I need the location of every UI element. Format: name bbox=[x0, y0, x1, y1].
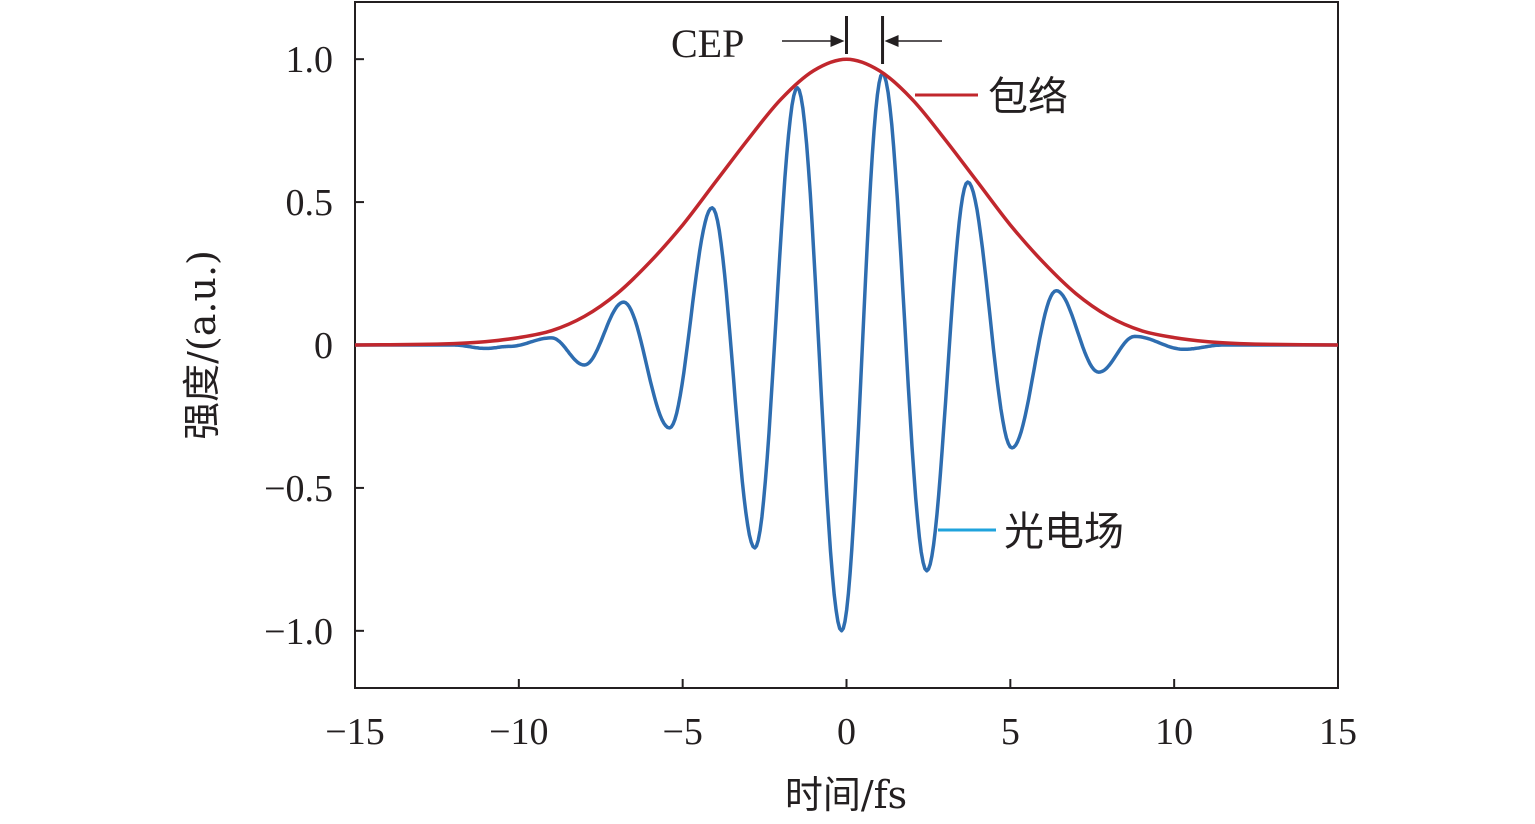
field-label: 光电场 bbox=[1004, 509, 1124, 555]
cep-arrow-left-head bbox=[830, 35, 845, 47]
y-tick-label: 1.0 bbox=[286, 39, 334, 81]
x-tick-label: −5 bbox=[662, 711, 702, 753]
cep-label: CEP bbox=[671, 21, 744, 66]
y-axis-ticks: 1.0 0.5 0 −0.5 −1.0 bbox=[264, 39, 364, 653]
y-axis-title: 强度/(a.u.) bbox=[180, 250, 224, 440]
cep-arrow-right-head bbox=[884, 35, 899, 47]
x-tick-label: −15 bbox=[325, 711, 384, 753]
series-layer bbox=[354, 57, 1339, 633]
x-tick-label: −10 bbox=[489, 711, 548, 753]
plot-frame bbox=[354, 1, 1339, 689]
y-tick-label: −0.5 bbox=[264, 468, 333, 510]
envelope-label: 包络 bbox=[988, 74, 1068, 120]
y-tick-label: 0.5 bbox=[286, 182, 334, 224]
series-envelope-line bbox=[354, 57, 1339, 347]
y-tick-label: −1.0 bbox=[264, 611, 333, 653]
series-field-line bbox=[355, 71, 1338, 633]
x-axis-title: 时间/fs bbox=[785, 773, 907, 817]
x-tick-label: 10 bbox=[1155, 711, 1193, 753]
x-tick-label: 15 bbox=[1319, 711, 1357, 753]
x-tick-label: 5 bbox=[1001, 711, 1020, 753]
x-tick-label: 0 bbox=[837, 711, 856, 753]
y-tick-label: 0 bbox=[314, 325, 333, 367]
x-axis-ticks: −15 −10 −5 0 5 10 15 bbox=[325, 679, 1357, 753]
